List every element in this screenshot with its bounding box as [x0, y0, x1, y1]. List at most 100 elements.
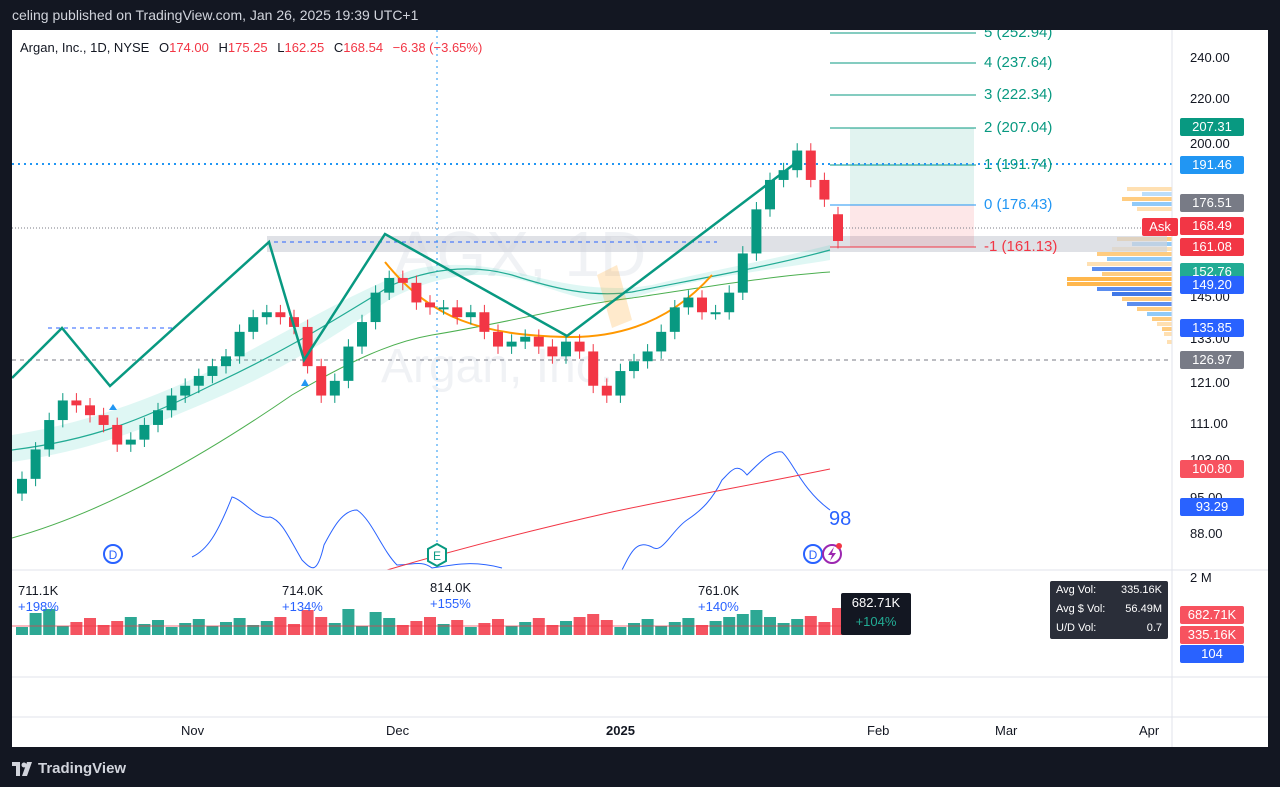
volume-bar [328, 623, 341, 635]
fib-label-minus1: -1 (161.13) [984, 238, 1058, 255]
candle-body[interactable] [697, 297, 707, 313]
candle-body[interactable] [833, 214, 843, 242]
candle-body[interactable] [601, 385, 612, 396]
earnings-marker[interactable]: E [427, 542, 447, 568]
time-apr: Apr [1139, 723, 1160, 738]
candle-body[interactable] [656, 331, 667, 352]
candle-body[interactable] [384, 277, 395, 293]
candle-body[interactable] [153, 410, 163, 425]
candle-body[interactable] [17, 478, 27, 494]
candle-body[interactable] [370, 292, 381, 323]
candle-body[interactable] [125, 439, 136, 445]
candle-body[interactable] [139, 424, 150, 440]
candle-body[interactable] [302, 326, 313, 367]
candle-body[interactable] [588, 351, 599, 386]
fib-label-1: 1 (191.74) [984, 156, 1053, 173]
volume-bar [16, 627, 28, 635]
candle-body[interactable] [533, 336, 544, 347]
candle-body[interactable] [357, 322, 367, 347]
candle-body[interactable] [44, 420, 55, 450]
candle-body[interactable] [629, 361, 639, 372]
candle-body[interactable] [411, 282, 422, 303]
candle-body[interactable] [506, 341, 517, 347]
chart-frame[interactable]: AGX, 1D Argan, Inc. [12, 30, 1268, 747]
volume-bar [356, 626, 368, 635]
candle-body[interactable] [85, 405, 95, 416]
volume-bar [97, 625, 110, 635]
candle-body[interactable] [234, 331, 245, 357]
tradingview-logo-icon [12, 761, 32, 776]
volume-bar [587, 614, 600, 635]
price-chart[interactable]: AGX, 1D Argan, Inc. [12, 30, 1268, 747]
pivot-marker-2 [301, 379, 309, 386]
candle-body[interactable] [805, 150, 816, 180]
candle-body[interactable] [683, 297, 694, 308]
volume-bar [70, 622, 83, 635]
candle-body[interactable] [642, 351, 653, 362]
dividend-marker-1[interactable]: D [103, 544, 123, 564]
time-dec: Dec [386, 723, 410, 738]
candle-body[interactable] [425, 302, 435, 308]
candle-body[interactable] [819, 179, 830, 200]
volume-bar [505, 626, 518, 635]
symbol-info[interactable]: Argan, Inc., 1D, NYSE [20, 40, 150, 55]
candle-body[interactable] [710, 312, 721, 315]
candle-body[interactable] [71, 400, 82, 406]
candle-body[interactable] [397, 277, 408, 283]
time-nov: Nov [181, 723, 205, 738]
candle-body[interactable] [724, 292, 735, 313]
candle-body[interactable] [520, 336, 531, 342]
candle-body[interactable] [166, 395, 177, 411]
candle-body[interactable] [329, 380, 340, 396]
candle-body[interactable] [98, 415, 109, 425]
stat-ud-vol: U/D Vol: 0.7 [1056, 622, 1162, 634]
publish-bar: celing published on TradingView.com, Jan… [0, 0, 1280, 30]
candle-body[interactable] [778, 170, 789, 180]
volume-stats-box: Avg Vol: 335.16K Avg $ Vol: 56.49M U/D Vol… [1050, 581, 1168, 639]
volume-bar [396, 625, 409, 635]
candle-body[interactable] [479, 312, 490, 332]
fib-label-2: 2 (207.04) [984, 119, 1053, 136]
candle-body[interactable] [751, 209, 762, 254]
dividend-marker-2[interactable]: D [803, 544, 823, 564]
candle-body[interactable] [438, 307, 449, 310]
low-value: 162.25 [284, 40, 325, 55]
candle-body[interactable] [221, 356, 231, 367]
candle-body[interactable] [30, 449, 41, 479]
candle-body[interactable] [792, 150, 803, 171]
stop-zone [850, 205, 974, 247]
candle-body[interactable] [112, 424, 123, 445]
ask-tag [1142, 218, 1178, 236]
candle-body[interactable] [343, 346, 354, 381]
flash-icon[interactable] [822, 543, 842, 564]
candle-body[interactable] [248, 317, 259, 332]
candle-body[interactable] [547, 346, 558, 357]
time-2025: 2025 [606, 723, 635, 738]
volume-bar [437, 624, 450, 635]
candle-body[interactable] [452, 307, 463, 318]
candle-body[interactable] [193, 375, 204, 386]
candle-body[interactable] [561, 341, 571, 357]
candle-body[interactable] [261, 312, 272, 318]
candle-body[interactable] [493, 331, 503, 347]
candle-body[interactable] [765, 179, 775, 210]
candle-body[interactable] [737, 253, 748, 293]
candle-body[interactable] [316, 366, 327, 396]
handle-highlight [597, 265, 632, 328]
candles[interactable] [17, 143, 843, 501]
candle-body[interactable] [275, 312, 286, 318]
candle-body[interactable] [207, 366, 218, 376]
tag-149: 149.20 [1180, 276, 1244, 294]
candle-body[interactable] [57, 400, 68, 421]
vol-annotation-3: 814.0K +155% [430, 580, 472, 611]
candle-body[interactable] [615, 371, 626, 396]
volume-bar [288, 624, 300, 635]
candle-body[interactable] [180, 385, 191, 396]
volume-bar [247, 625, 260, 635]
candle-body[interactable] [669, 307, 680, 332]
open-value: 174.00 [169, 40, 209, 55]
candle-body[interactable] [574, 341, 585, 352]
volume-bar [220, 622, 232, 635]
candle-body[interactable] [465, 312, 476, 318]
tradingview-logo[interactable]: TradingView [12, 760, 126, 777]
